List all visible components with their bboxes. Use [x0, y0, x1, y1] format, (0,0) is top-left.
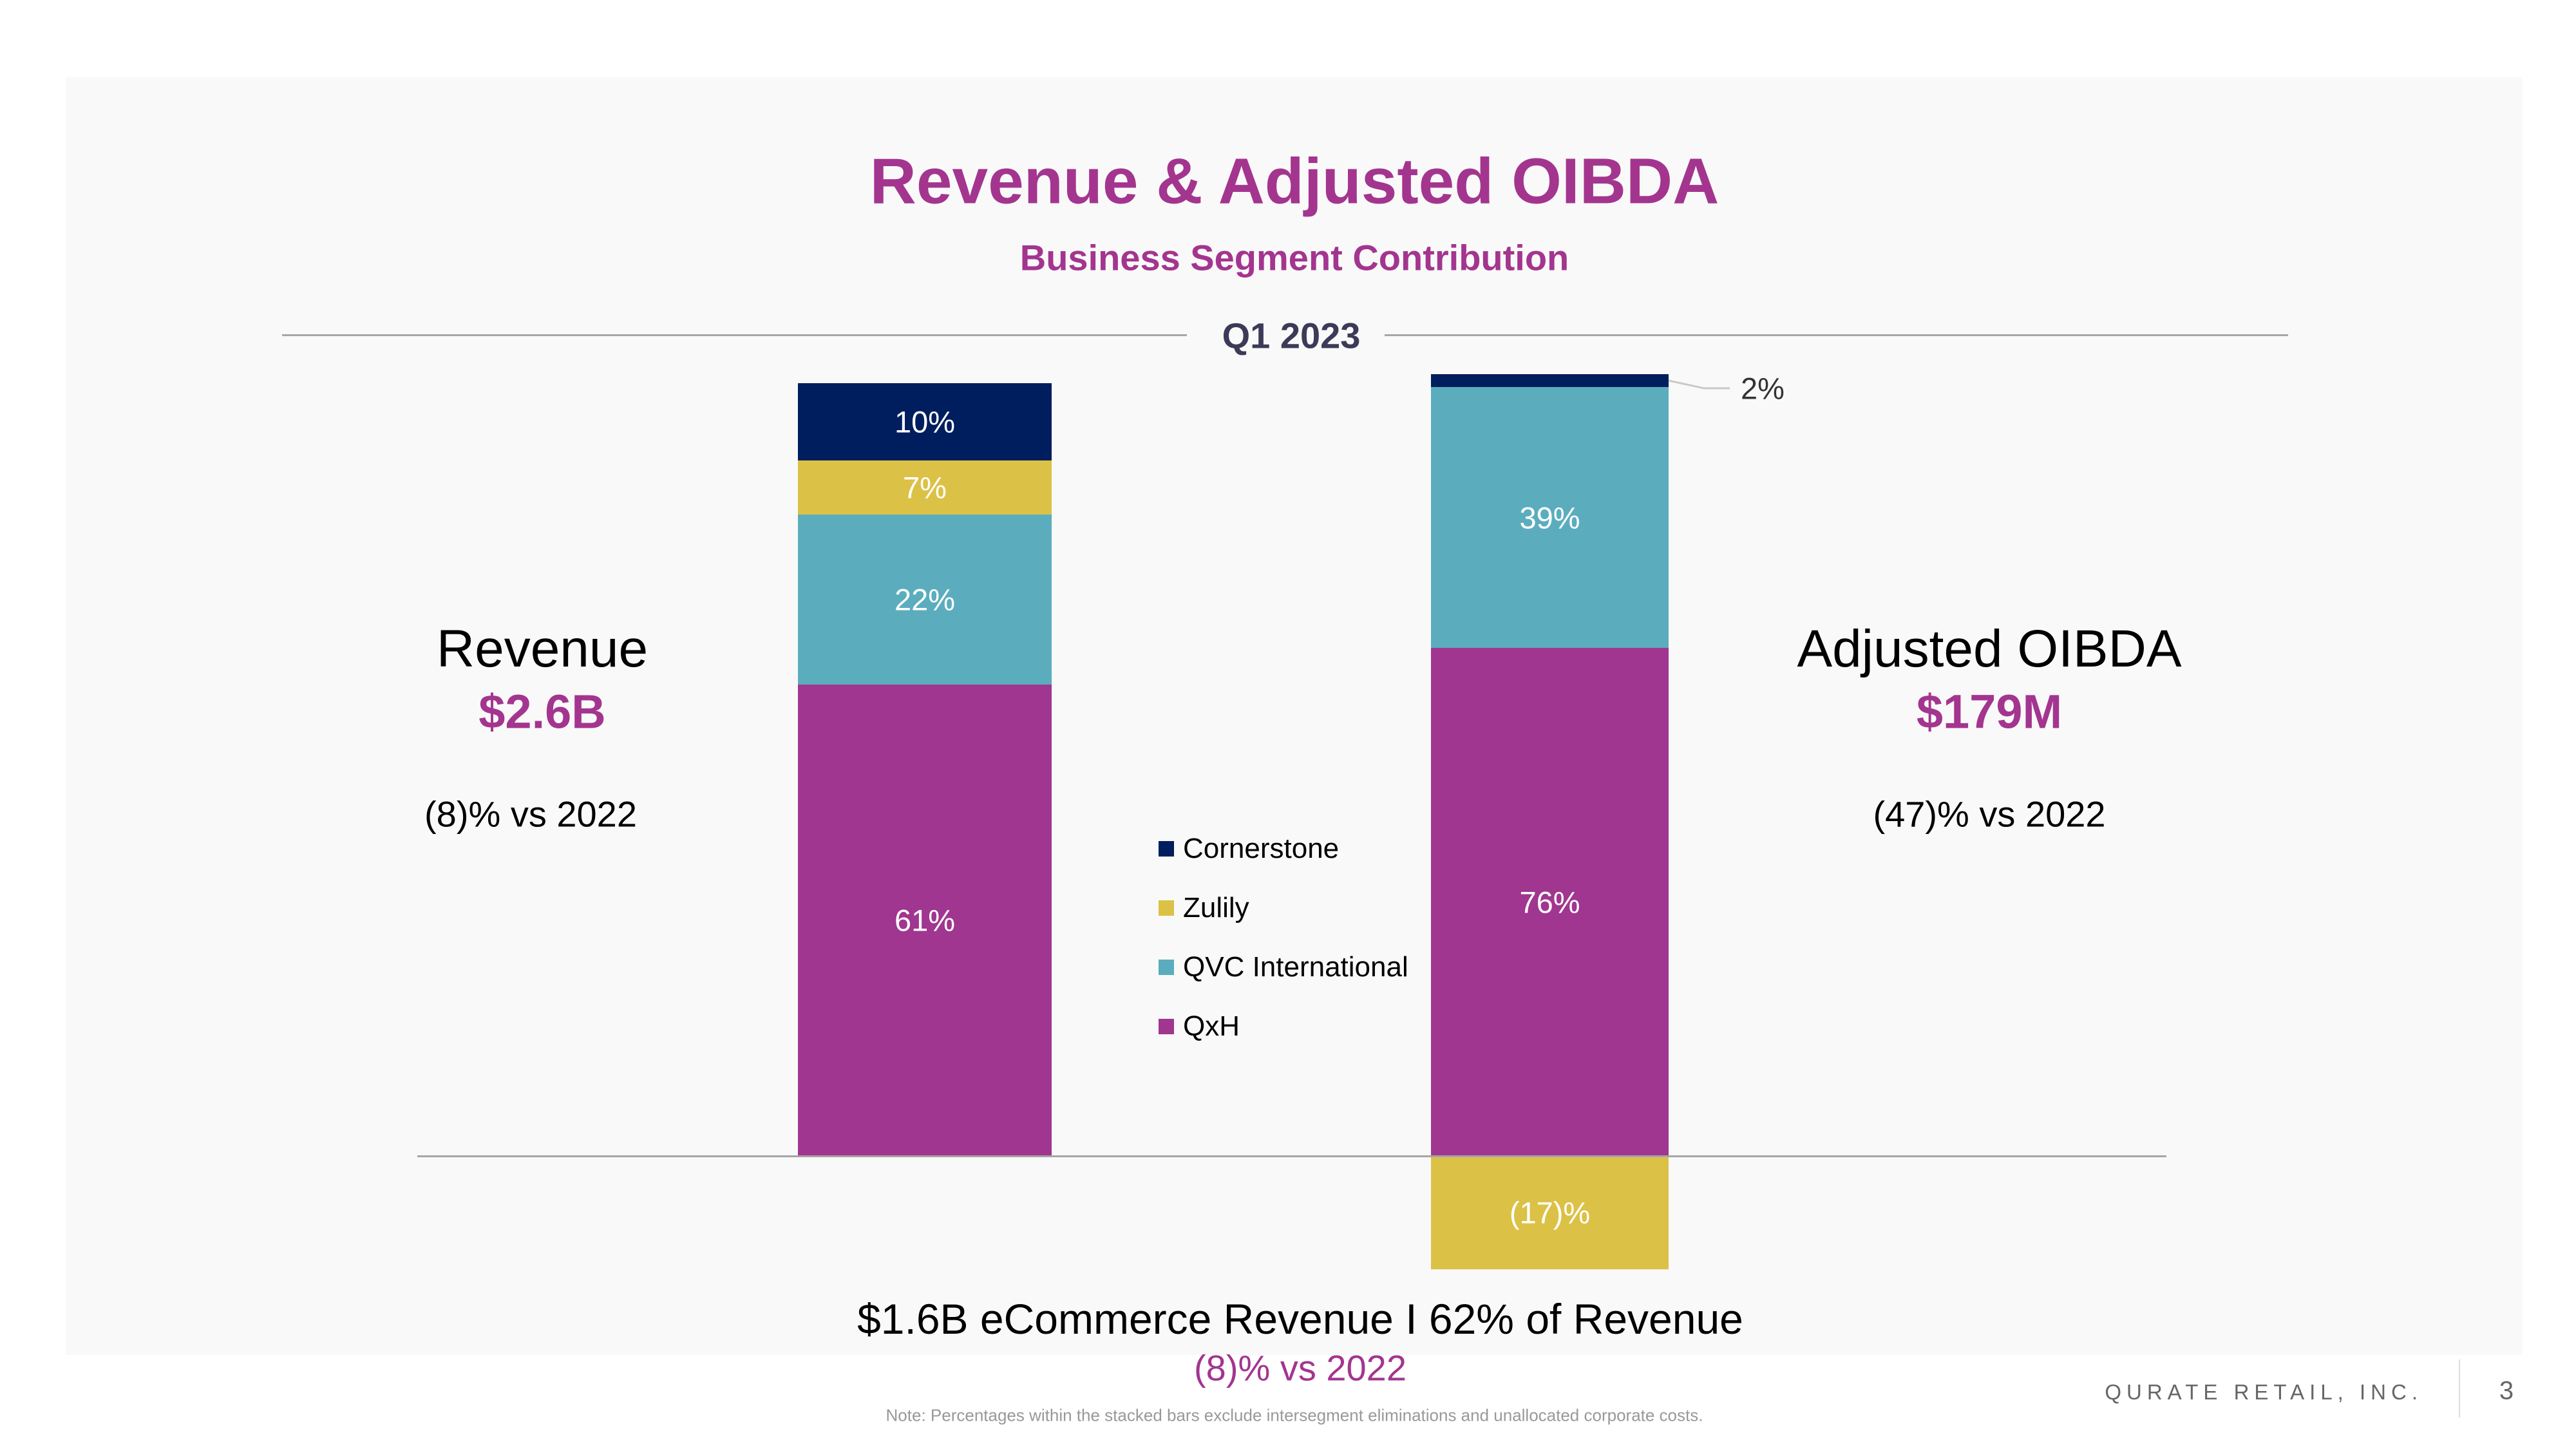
- slide-panel: [66, 77, 2523, 1355]
- bar-segment-zulily: [1431, 1156, 1669, 1270]
- data-label: 2%: [1741, 371, 1785, 406]
- company-name: QURATE RETAIL, INC.: [2105, 1380, 2423, 1404]
- bar-segment-zulily: [798, 460, 1052, 515]
- bar-segment-qvc-international: [1431, 387, 1669, 649]
- legend-label: QxH: [1183, 1010, 1240, 1042]
- slide-subtitle: Business Segment Contribution: [1019, 237, 1569, 278]
- page-number: 3: [2499, 1376, 2514, 1405]
- revenue-comparison: (8)% vs 2022: [424, 793, 637, 835]
- revenue-value: $2.6B: [478, 685, 606, 739]
- footnote: Note: Percentages within the stacked bar…: [886, 1405, 1703, 1425]
- data-label: 76%: [1519, 885, 1580, 920]
- legend-label: Cornerstone: [1183, 833, 1340, 864]
- footer-divider: [2459, 1359, 2460, 1417]
- bar-segment-cornerstone: [1431, 374, 1669, 388]
- legend-item: Cornerstone: [1159, 833, 1339, 865]
- legend-swatch: [1159, 900, 1174, 916]
- revenue-label: Revenue: [436, 620, 649, 678]
- slide-title: Revenue & Adjusted OIBDA: [869, 145, 1719, 218]
- ecommerce-summary: $1.6B eCommerce Revenue I 62% of Revenue: [857, 1295, 1743, 1343]
- data-label: 10%: [894, 404, 956, 439]
- legend-item: QVC International: [1159, 951, 1408, 983]
- oibda-value: $179M: [1916, 685, 2063, 739]
- legend-label: QVC International: [1183, 951, 1408, 983]
- data-label: 22%: [894, 582, 956, 617]
- oibda-label: Adjusted OIBDA: [1797, 620, 2182, 678]
- data-label: 39%: [1519, 500, 1580, 535]
- legend-item: Zulily: [1159, 892, 1249, 924]
- bar-segment-qxh: [798, 685, 1052, 1156]
- leader-line: [1668, 379, 1730, 390]
- data-label: (17)%: [1509, 1195, 1591, 1230]
- legend-swatch: [1159, 1019, 1174, 1034]
- legend-label: Zulily: [1183, 892, 1249, 923]
- legend-swatch: [1159, 841, 1174, 857]
- divider-left: [282, 334, 1187, 336]
- data-label: 7%: [903, 470, 947, 505]
- period-label: Q1 2023: [1222, 315, 1361, 356]
- legend-swatch: [1159, 960, 1174, 975]
- divider-right: [1385, 334, 2288, 336]
- bar-segment-cornerstone: [798, 383, 1052, 460]
- ecommerce-comparison: (8)% vs 2022: [1194, 1347, 1406, 1388]
- legend-item: QxH: [1159, 1010, 1240, 1043]
- chart-baseline: [417, 1155, 2166, 1157]
- data-label: 61%: [894, 903, 956, 938]
- bar-segment-qxh: [1431, 648, 1669, 1156]
- oibda-comparison: (47)% vs 2022: [1873, 793, 2106, 835]
- bar-segment-qvc-international: [798, 515, 1052, 685]
